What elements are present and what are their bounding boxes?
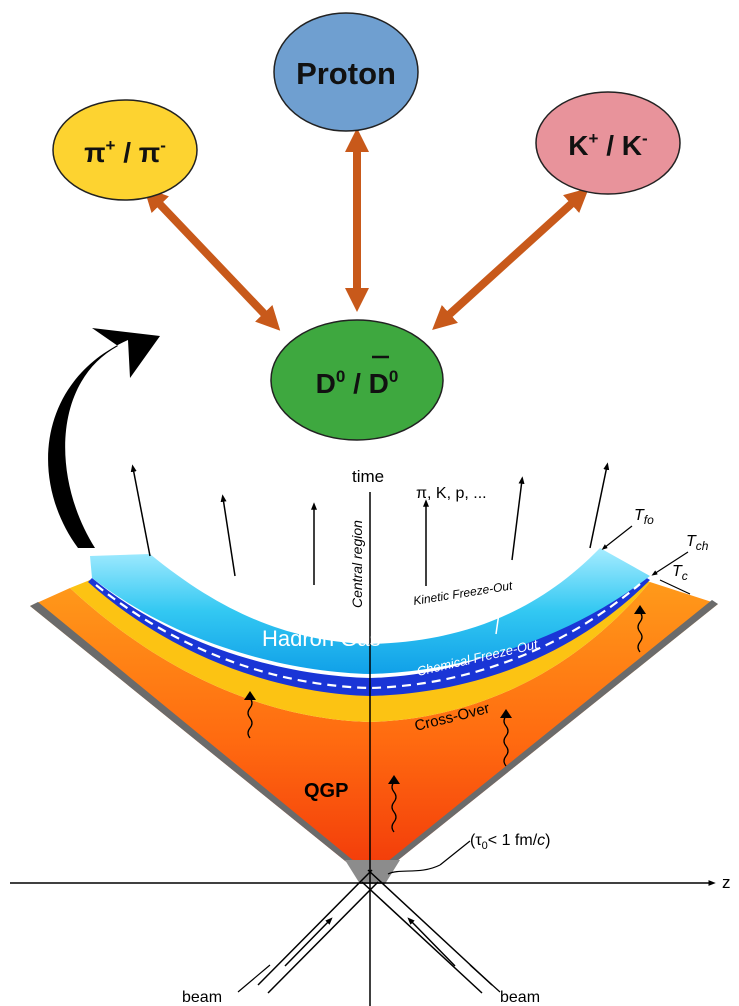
- photon-head: [634, 605, 646, 614]
- photon-wave: [637, 611, 643, 653]
- beam-left-label: beam: [182, 989, 222, 1006]
- node-proton: Proton: [273, 12, 419, 132]
- dmeson-ellipse: [270, 319, 444, 441]
- kinetic-freezeout-label: Kinetic Freeze-Out: [412, 578, 514, 608]
- hadron-gas-label: Hadron Gas: [262, 626, 381, 651]
- particle-arrow: [130, 464, 151, 557]
- photon-head: [500, 709, 512, 718]
- chemical-band-fill: [88, 566, 650, 696]
- particle-arrow: [511, 476, 525, 561]
- photon-wave: [503, 715, 509, 767]
- hadron-gas-region: [90, 548, 650, 674]
- tc-bracket: [659, 579, 691, 595]
- outgoing-particle-arrows: [130, 462, 610, 586]
- qgp-region: [30, 582, 718, 873]
- tch-pointer: [651, 551, 689, 576]
- z-label: z: [722, 873, 731, 892]
- photon-arrows: [247, 611, 643, 833]
- photon-head: [388, 775, 400, 784]
- beam-line-right-inner: [361, 881, 483, 994]
- tau-curve: [387, 864, 441, 875]
- beam-right-label: beam: [500, 989, 540, 1006]
- tau-pointer: [439, 840, 471, 866]
- beam-pointer-right: [469, 964, 501, 993]
- arrow-d-to-pion: [143, 187, 281, 331]
- hadron-network: Proton π+ / π- K+ / K- D0 / D0: [48, 12, 681, 548]
- photon-head: [244, 691, 256, 700]
- hadrons-label: π, K, p, ...: [416, 485, 487, 502]
- photon-wave: [391, 781, 397, 833]
- kaon-label: K+ / K-: [568, 129, 647, 161]
- proton-ellipse: [273, 12, 419, 132]
- t-c-label: Tc: [672, 563, 688, 583]
- tau-label: (τ0< 1 fm/c): [470, 832, 550, 852]
- tip-core: [345, 860, 400, 884]
- node-dmeson: D0 / D0: [270, 319, 444, 441]
- beam-arrow-right: [407, 917, 456, 967]
- time-label: time: [352, 467, 384, 486]
- photon-heads: [244, 605, 646, 784]
- beam-arrow-left: [284, 917, 333, 967]
- freezeout-white-arrow: [495, 602, 503, 635]
- beam-pointer-left: [237, 964, 271, 993]
- tfo-pointer: [601, 525, 633, 550]
- qgp-label: QGP: [304, 780, 348, 802]
- central-region-label: Central region: [349, 520, 365, 608]
- node-pion: π+ / π-: [52, 99, 198, 201]
- chemical-freezeout-line: [95, 583, 641, 690]
- arrow-d-to-kaon: [432, 187, 589, 331]
- proton-label: Proton: [296, 56, 396, 91]
- beam-line-left-inner: [267, 881, 379, 994]
- dmeson-label: D0 / D0: [316, 367, 399, 399]
- t-ch-label: Tch: [686, 533, 709, 553]
- t-fo-label: Tfo: [634, 507, 654, 527]
- curved-arrow: [48, 328, 161, 548]
- beam-line-left-outer: [257, 869, 373, 986]
- particle-arrow: [589, 462, 610, 549]
- pion-label: π+ / π-: [84, 136, 166, 168]
- pion-ellipse: [52, 99, 198, 201]
- photon-wave: [247, 697, 253, 739]
- particle-arrow: [220, 494, 236, 577]
- node-kaon: K+ / K-: [535, 91, 681, 195]
- crossover-band: [70, 572, 650, 722]
- kaon-ellipse: [535, 91, 681, 195]
- spacetime-diagram: time z Central region π, K, p, ... Tfo T…: [10, 462, 731, 1006]
